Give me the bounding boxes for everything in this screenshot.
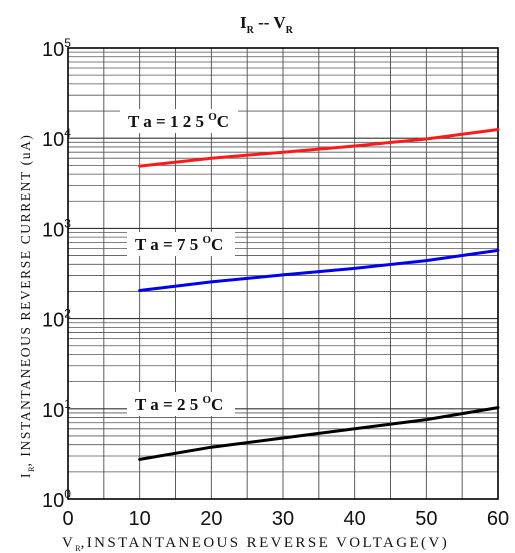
svg-text:IR -- VR: IR -- VR [240,13,294,36]
x-tick-label: 50 [415,508,437,530]
y-axis-label: IR, INSTANTANEOUS REVERSE CURRENT (uA) [18,133,36,478]
series-label-bg [127,392,235,416]
x-axis-label-sub: R [75,544,81,553]
title-main-a: I [240,13,247,32]
y-tick-label: 103 [42,216,71,241]
y-tick-label: 102 [42,307,71,332]
y-tick-label: 101 [42,397,71,422]
series-label-bg [127,232,235,256]
series-label: T a = 1 2 5 OC [128,111,229,131]
x-tick-label: 40 [344,508,366,530]
x-axis-label: VR,INSTANTANEOUS REVERSE VOLTAGE(V) [62,535,449,553]
x-tick-labels: 0 10 20 30 40 50 60 [62,508,509,530]
chart-title: IR -- VR [240,13,294,36]
title-sub-a: R [247,25,255,36]
svg-text:IR, INSTANTANEOUS REVERSE CURR: IR, INSTANTANEOUS REVERSE CURRENT (uA) [18,133,36,478]
series-label: T a = 2 5 OC [135,394,223,414]
grid [68,48,498,499]
svg-text:VR,INSTANTANEOUS REVERSE VOLTA: VR,INSTANTANEOUS REVERSE VOLTAGE(V) [62,535,449,553]
series-line [138,128,500,168]
series-layer: T a = 1 2 5 OC T a = 7 5 OC T a = 2 5 OC [120,109,500,461]
y-tick-labels: 100 101 102 103 104 105 [42,36,71,512]
title-sep: -- [254,13,274,32]
x-tick-label: 60 [487,508,509,530]
y-tick-label: 105 [42,36,71,61]
y-tick-label: 104 [42,126,71,151]
series-line [138,406,500,461]
title-main-b: V [273,13,286,32]
series-label: T a = 7 5 OC [135,234,223,254]
title-sub-b: R [286,25,294,36]
x-axis-label-prefix: V [62,535,75,551]
y-axis-label-sub: R [27,466,36,472]
plot-area-frame [67,47,499,500]
series-line [138,248,500,292]
y-axis-label-text: , INSTANTANEOUS REVERSE CURRENT (uA) [18,133,33,466]
x-tick-label: 10 [129,508,151,530]
x-tick-label: 0 [62,508,73,530]
series-label-bg [120,109,238,133]
x-tick-label: 30 [272,508,294,530]
x-axis-label-text: ,INSTANTANEOUS REVERSE VOLTAGE(V) [81,535,450,551]
y-axis-label-prefix: I [18,472,33,478]
x-tick-label: 20 [200,508,222,530]
y-tick-label: 100 [42,487,71,512]
